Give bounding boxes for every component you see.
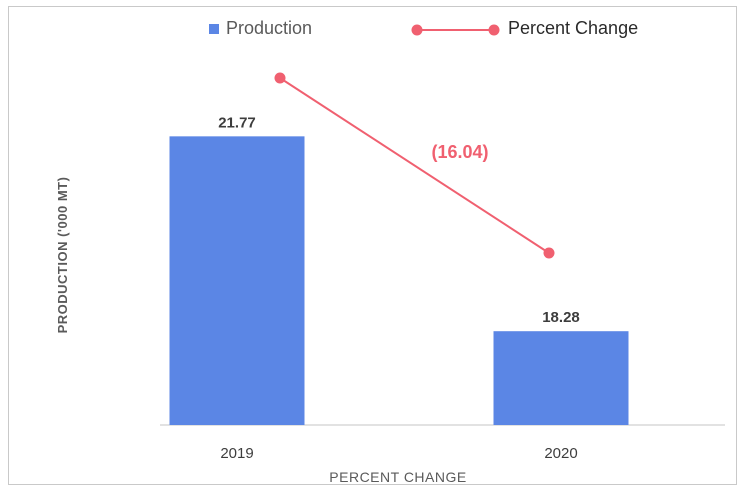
x-tick-label-2020: 2020 bbox=[544, 445, 577, 462]
bar-2020 bbox=[493, 331, 629, 425]
percent-change-point-2020 bbox=[543, 247, 555, 259]
x-tick-label-2019: 2019 bbox=[220, 445, 253, 462]
y-axis-title: PRODUCTION ('000 MT) bbox=[55, 177, 70, 334]
legend-marker-left bbox=[411, 24, 423, 36]
percent-change-point-2019 bbox=[274, 72, 286, 84]
bar-data-label-2019: 21.77 bbox=[218, 114, 256, 131]
bar-data-label-2020: 18.28 bbox=[542, 309, 580, 326]
bar-2019 bbox=[169, 136, 305, 425]
x-axis-title: PERCENT CHANGE bbox=[329, 469, 466, 485]
percent-change-annotation: (16.04) bbox=[431, 142, 488, 162]
percent-change-line bbox=[279, 77, 550, 254]
legend-marker-right bbox=[488, 24, 500, 36]
legend-label-percent-change: Percent Change bbox=[508, 18, 638, 38]
legend-label-production: Production bbox=[226, 18, 312, 38]
legend-swatch-production bbox=[209, 24, 219, 34]
